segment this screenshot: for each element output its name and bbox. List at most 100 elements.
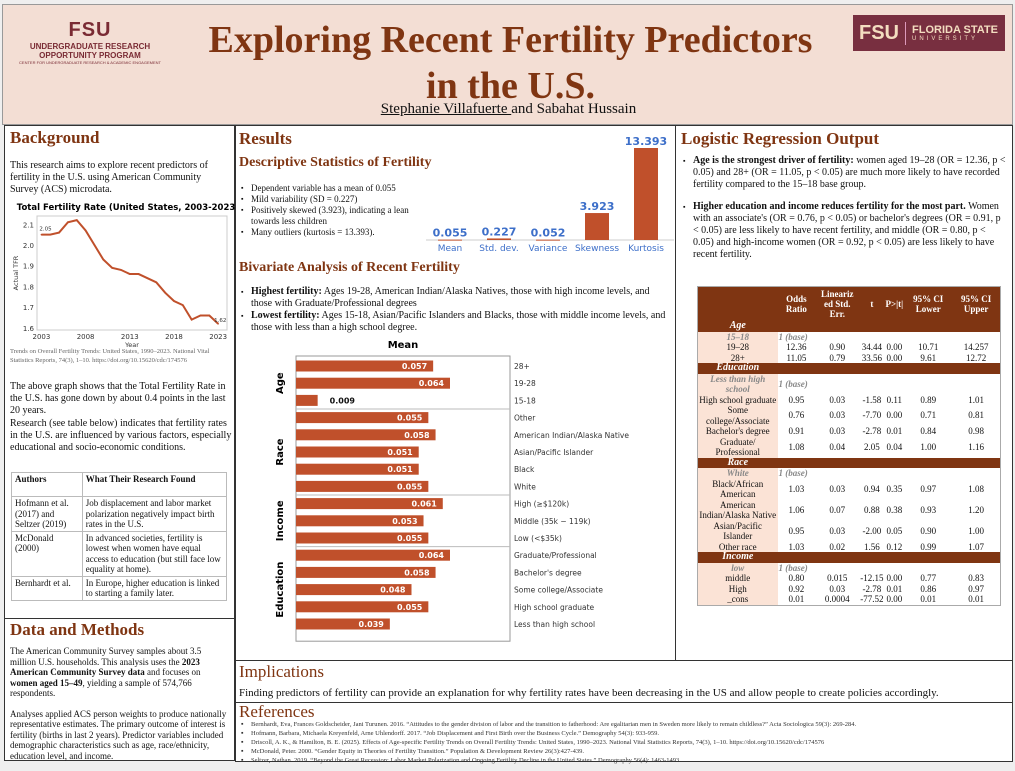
cell-value: 0.99 (920, 541, 937, 552)
methods-para1: The American Community Survey samples ab… (10, 646, 202, 698)
annotation-start: 2.05 (39, 227, 52, 233)
cell-value: 9.61 (920, 352, 937, 363)
data-point (146, 277, 149, 279)
bar (296, 480, 429, 492)
section-row-race: Race (697, 457, 1001, 468)
authors: Stephanie Villafuerte and Sabahat Hussai… (380, 101, 637, 117)
x-tick-label: 2013 (121, 333, 139, 341)
section-label: Race (697, 457, 778, 468)
cell-value: -1.58 (862, 394, 882, 405)
cell-value: 0.83 (968, 573, 984, 583)
cell-value: 0.97 (968, 583, 984, 594)
tfr-line-chart: Total Fertility Rate (United States, 200… (12, 203, 235, 349)
category-label: Mean (438, 244, 463, 254)
literature-table: Authors What Their Research Found Hofmann… (11, 472, 228, 601)
row-label: Less than high school (697, 373, 778, 395)
category-label: High school graduate (514, 603, 595, 612)
row-label: low (697, 562, 778, 573)
column-header: 95% CI Upper (952, 286, 1001, 321)
value-label: 0.064 (419, 379, 445, 388)
cell-value: 0.97 (920, 483, 937, 494)
bar (296, 618, 390, 630)
row-label: 15–18 (697, 331, 778, 342)
category-label: 15-18 (514, 396, 536, 405)
column-header: Odds Ratio (777, 286, 816, 321)
bar (296, 412, 429, 424)
cell-value: 0.92 (788, 583, 805, 594)
row-label: _cons (697, 594, 778, 605)
regression-bullets: Age is the strongest driver of fertility… (681, 155, 1007, 261)
column-header: t (859, 286, 885, 321)
cell-value: 0.95 (788, 525, 805, 536)
value-label: 0.055 (433, 227, 468, 240)
cell-value: 0.01 (886, 583, 903, 594)
data-point (102, 258, 105, 261)
value-label: 3.923 (580, 200, 615, 213)
cell-value: 0.93 (920, 504, 937, 515)
cell-value: 0.015 (827, 573, 848, 583)
group-label-age: Age (275, 372, 286, 394)
cell-value: 0.00 (886, 573, 903, 583)
category-label: American Indian/Alaska Native (514, 431, 629, 440)
data-point (208, 314, 211, 317)
section-row-age: Age (697, 320, 1001, 332)
cell-value: 0.01 (968, 594, 984, 604)
background-heading: Background (10, 128, 100, 147)
cell-value: 0.01 (788, 594, 805, 604)
row-label: Graduate/ Professional (697, 436, 778, 458)
cell-value: 1.01 (968, 394, 984, 405)
data-point (67, 221, 69, 224)
methods-panel: Data and Methods The American Community … (4, 618, 235, 761)
value-label: 0.055 (397, 534, 423, 543)
value-label: 0.061 (411, 500, 437, 509)
value-label: 13.393 (625, 135, 667, 148)
column-header: 95% CI Lower (904, 286, 953, 321)
value-label: 0.064 (419, 551, 445, 560)
value-label: 0.039 (359, 620, 385, 629)
cell-value: 0.11 (886, 394, 903, 405)
category-label: Black (514, 465, 535, 474)
cell-value: 0.84 (920, 426, 937, 436)
cell-value: -77.52 (860, 594, 884, 604)
value-label: 0.057 (402, 362, 427, 371)
cell-value: 0.03 (829, 525, 846, 536)
section-label: Age (697, 320, 778, 332)
cell-value: 0.77 (920, 573, 937, 583)
table-row: Asian/Pacific Islander 0.95 0.03 -2.00 0.05 0… (697, 520, 1001, 542)
cell-value: 0.91 (788, 426, 805, 436)
category-label: Bachelor's degree (514, 568, 582, 577)
column-header: Lineariz ed Std. Err. (815, 286, 860, 321)
cell-value: 1.00 (920, 441, 937, 452)
y-tick-label: 1.9 (23, 263, 34, 271)
bar (296, 360, 434, 372)
results-heading: Results (239, 129, 292, 148)
chart-title: Total Fertility Rate (United States, 200… (17, 203, 235, 213)
cell-value: 0.01 (920, 594, 937, 604)
x-axis-label: Year (124, 341, 139, 349)
cell-value: -7.70 (862, 410, 882, 421)
cell-value: 0.00 (886, 594, 903, 604)
row-label: Some college/Associate (697, 405, 778, 426)
section-label: Income (697, 551, 778, 563)
urop-logo: FSU UNDERGRADUATE RESEARCH OPPORTUNITY P… (19, 19, 161, 65)
category-label: Asian/Pacific Islander (514, 448, 594, 457)
cell-value: 0.76 (788, 410, 805, 421)
cell-value: 0.98 (968, 426, 984, 436)
group-label-education: Education (275, 562, 286, 618)
category-label: Skewness (575, 244, 619, 254)
row-label: Other race (697, 541, 778, 552)
implications-text: Finding predictors of fertility can prov… (239, 687, 939, 699)
cell-value: 12.72 (966, 352, 987, 363)
base-row: 15–18 1 (base) (697, 331, 1001, 342)
cell-value: 0.00 (886, 410, 903, 421)
section-fill (777, 363, 1001, 374)
cell-value: 0.03 (829, 483, 846, 494)
value-label: 0.051 (387, 465, 413, 474)
cell-value: 0.86 (920, 583, 937, 594)
bar (296, 549, 450, 561)
regression-heading: Logistic Regression Output (681, 129, 880, 148)
cell-value: 12.36 (786, 342, 807, 352)
cell-value: 0.79 (829, 352, 846, 363)
table-row: 19–28 12.36 0.90 34.44 0.00 10.71 14.257 (697, 342, 1001, 353)
implications-heading: Implications (239, 662, 324, 681)
